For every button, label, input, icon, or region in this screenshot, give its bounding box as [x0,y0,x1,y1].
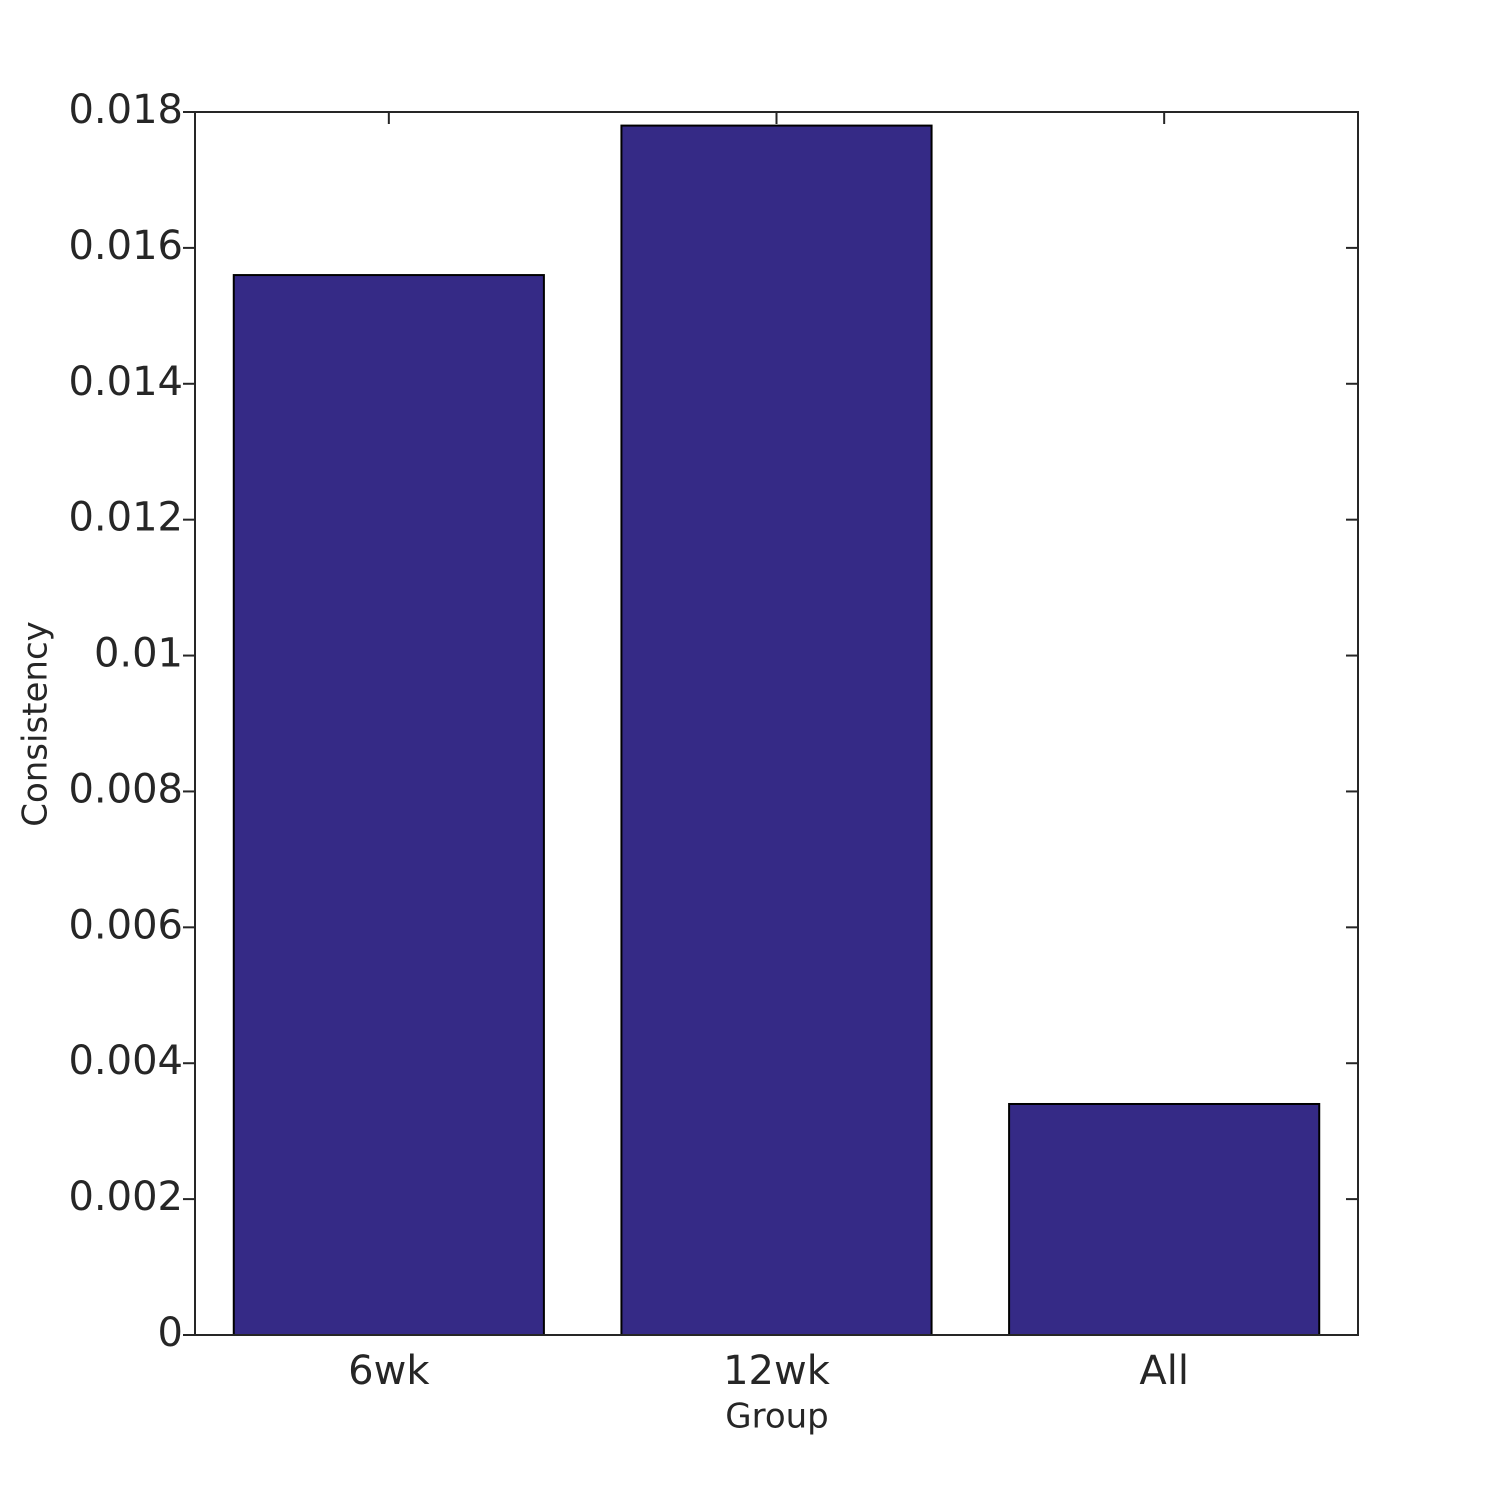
y-tick-label: 0.008 [68,766,183,812]
bar [620,124,933,1337]
x-axis-label: Group [725,1397,829,1437]
y-tick-label: 0.012 [68,495,183,541]
x-tick-label: 12wk [723,1348,831,1394]
y-tick-label: 0.01 [94,631,183,677]
y-tick-label: 0.006 [68,902,183,948]
x-tick-label: All [1139,1348,1189,1394]
y-tick-label: 0.014 [68,359,183,405]
bar [232,274,545,1337]
y-axis-label: Consistency [16,621,56,827]
x-tick-label: 6wk [348,1348,430,1394]
y-tick-label: 0.002 [68,1174,183,1220]
plot-frame [194,111,1359,1336]
bar [1008,1102,1321,1336]
y-tick-label: 0.016 [68,223,183,269]
y-tick-label: 0.018 [68,87,183,133]
y-tick-label: 0 [158,1310,183,1356]
y-tick-label: 0.004 [68,1038,183,1084]
